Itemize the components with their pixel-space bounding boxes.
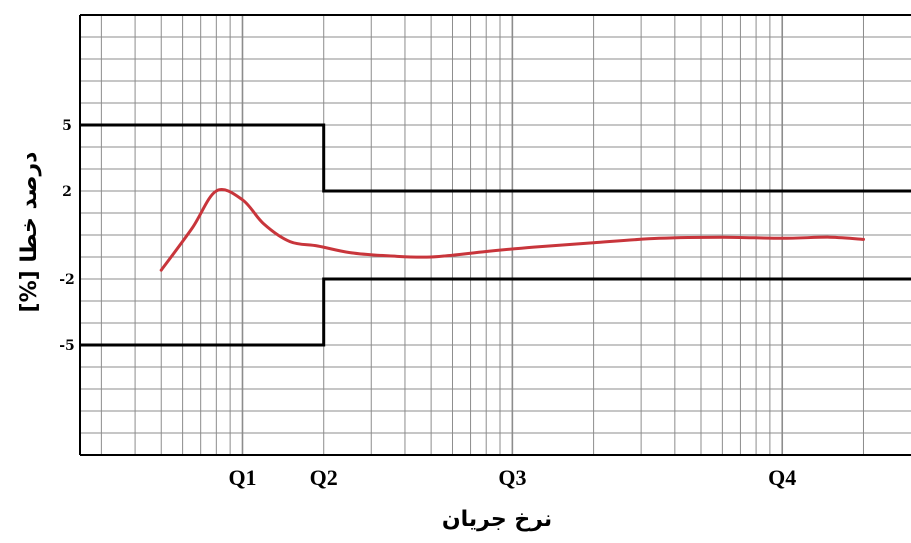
x-tick-label-q2: Q2 xyxy=(310,465,338,490)
x-tick-label-q4: Q4 xyxy=(768,465,796,490)
upper-limit-line xyxy=(80,123,911,193)
y-tick-label: 5 xyxy=(62,118,72,134)
lower-limit-line xyxy=(80,277,911,347)
y-tick-label: -5 xyxy=(59,338,75,354)
y-tick-label: 2 xyxy=(62,184,72,200)
error-curve-series-1 xyxy=(159,188,865,272)
plot-frame xyxy=(79,14,911,456)
x-tick-labels: Q1 Q2 Q3 Q4 xyxy=(228,465,796,490)
y-tick-label: -2 xyxy=(59,272,75,288)
y-tick-labels: 5 2 -2 -5 xyxy=(59,118,75,354)
x-tick-label-q1: Q1 xyxy=(228,465,256,490)
limit-lines xyxy=(80,123,911,347)
grid xyxy=(80,15,911,455)
series-layer xyxy=(159,188,865,272)
x-axis-title: نرخ جریان xyxy=(442,507,552,532)
y-axis-title: [%] درصد خطا xyxy=(17,152,42,313)
x-tick-label-q3: Q3 xyxy=(498,465,526,490)
